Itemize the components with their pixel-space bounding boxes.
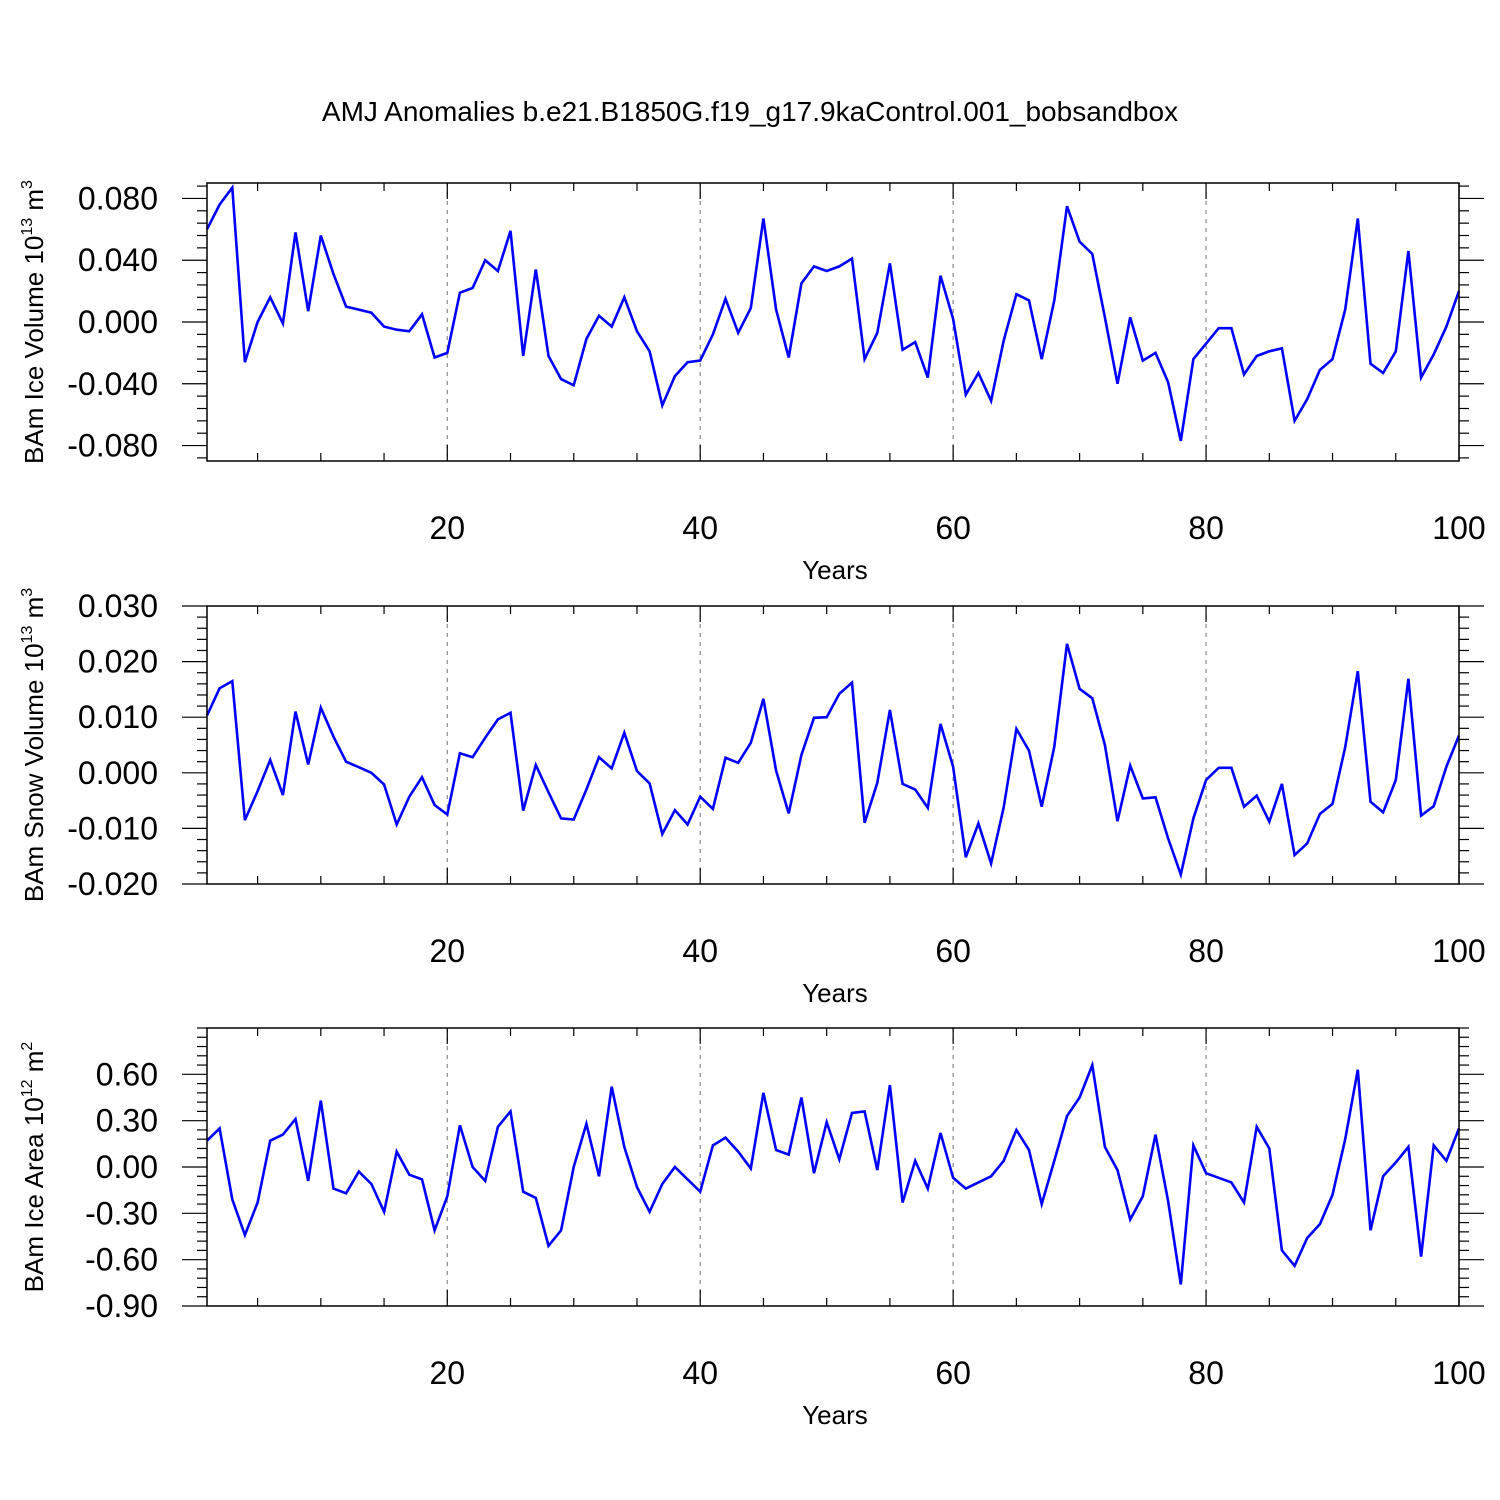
y-axis-title-unit: m — [19, 597, 49, 626]
series-line — [205, 184, 1461, 442]
x-tick-label: 80 — [1188, 510, 1224, 546]
x-tick-label: 100 — [1432, 510, 1485, 546]
panel-1: 20 40 60 80 100 0.080 0.040 0.000 -0.040 -0.080 Ye… — [19, 180, 1486, 585]
y-tick-label: 0.010 — [78, 699, 158, 735]
y-axis-title-unit-exponent: 2 — [19, 1042, 36, 1051]
y-axis-title-text: BAm Ice Volume 10 — [19, 236, 49, 464]
y-tick-label: 0.040 — [78, 242, 158, 278]
y-tick-label: 0.020 — [78, 644, 158, 680]
y-tick-label: -0.60 — [85, 1242, 158, 1278]
y-tick-label: 0.000 — [78, 755, 158, 791]
y-tick-label: -0.080 — [67, 428, 158, 464]
y-axis-title-unit: m — [19, 1051, 49, 1080]
y-tick-label: -0.040 — [67, 366, 158, 402]
x-tick-label: 80 — [1188, 1355, 1224, 1391]
x-tick-label: 80 — [1188, 933, 1224, 969]
x-tick-label: 40 — [682, 510, 718, 546]
plot-frame — [206, 1027, 1460, 1307]
y-tick-label: 0.60 — [96, 1056, 158, 1092]
y-axis-title-unit: m — [19, 189, 49, 218]
x-axis-title: Years — [802, 555, 868, 585]
y-axis-title-unit-exponent: 3 — [19, 588, 36, 597]
plot-frame — [206, 605, 1460, 885]
x-tick-label: 40 — [682, 1355, 718, 1391]
series-line — [205, 643, 1461, 880]
x-tick-label: 20 — [429, 1355, 465, 1391]
y-axis-title-exponent: 12 — [19, 1079, 36, 1097]
x-tick-label: 60 — [935, 510, 971, 546]
y-tick-label: -0.90 — [85, 1288, 158, 1324]
plot-frame — [206, 182, 1460, 462]
panels: 20 40 60 80 100 0.080 0.040 0.000 -0.040 -0.080 Ye… — [19, 180, 1486, 1430]
y-tick-label: 0.30 — [96, 1103, 158, 1139]
y-tick-label: 0.00 — [96, 1149, 158, 1185]
x-tick-label: 60 — [935, 933, 971, 969]
y-axis-title: BAm Ice Volume 1013 m3 — [19, 180, 49, 464]
y-axis-title-text: BAm Ice Area 10 — [19, 1097, 49, 1292]
y-tick-label: -0.010 — [67, 810, 158, 846]
y-axis-title-unit-exponent: 3 — [19, 180, 36, 189]
x-axis-title: Years — [802, 1400, 868, 1430]
y-axis-title-exponent: 13 — [19, 218, 36, 236]
x-tick-label: 100 — [1432, 1355, 1485, 1391]
series-line — [206, 1060, 1461, 1285]
panel-2: 20 40 60 80 100 0.030 0.020 0.010 0.000 -0.010 -0.… — [19, 588, 1486, 1008]
y-tick-label: 0.000 — [78, 304, 158, 340]
y-tick-label: 0.030 — [78, 588, 158, 624]
x-axis-title: Years — [802, 978, 868, 1008]
y-tick-label: -0.30 — [85, 1195, 158, 1231]
x-tick-label: 60 — [935, 1355, 971, 1391]
x-tick-label: 40 — [682, 933, 718, 969]
y-axis-title: BAm Snow Volume 1013 m3 — [19, 588, 49, 902]
chart-title: AMJ Anomalies b.e21.B1850G.f19_g17.9kaCo… — [322, 96, 1178, 127]
y-axis-title-exponent: 13 — [19, 626, 36, 644]
panel-3: 20 40 60 80 100 0.60 0.30 0.00 -0.30 -0.60 -0.90 Ye… — [19, 1027, 1486, 1430]
x-tick-label: 20 — [429, 510, 465, 546]
x-tick-label: 100 — [1432, 933, 1485, 969]
x-tick-label: 20 — [429, 933, 465, 969]
y-tick-label: -0.020 — [67, 866, 158, 902]
y-tick-label: 0.080 — [78, 180, 158, 216]
y-axis-title-text: BAm Snow Volume 10 — [19, 643, 49, 902]
y-axis-title: BAm Ice Area 1012 m2 — [19, 1042, 49, 1293]
